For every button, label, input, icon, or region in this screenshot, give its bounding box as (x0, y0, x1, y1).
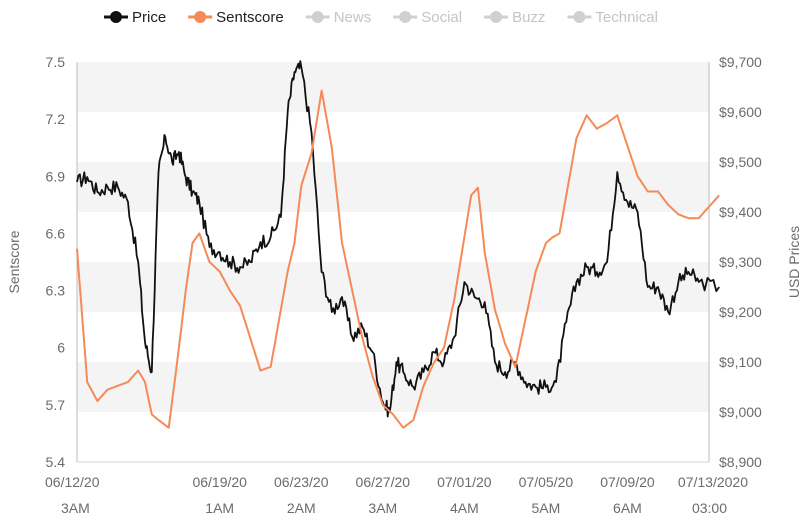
legend-label: Buzz (512, 9, 545, 26)
grid-band (77, 262, 709, 312)
legend-swatch-dot (194, 11, 207, 23)
left-tick-label: 6.3 (46, 283, 66, 299)
x-tick-date: 07/01/20 (437, 474, 492, 490)
legend-item-price[interactable]: Price (104, 9, 166, 26)
legend-label: Technical (595, 9, 658, 26)
x-tick-date: 06/19/20 (192, 474, 247, 490)
legend-item-sentscore[interactable]: Sentscore (188, 9, 284, 26)
x-tick-time: 6AM (613, 500, 642, 516)
series-line-sentscore (76, 89, 720, 429)
left-axis-ticks: 7.5 7.2 6.9 6.6 6.3 6 5.7 5.4 (46, 54, 66, 470)
left-tick-label: 6 (57, 340, 65, 356)
left-axis-title: Sentscore (6, 230, 22, 293)
x-tick-time: 1AM (205, 500, 234, 516)
right-axis-title: USD Prices (786, 226, 802, 298)
right-tick-label: $9,700 (719, 54, 762, 70)
x-tick-time: 4AM (450, 500, 479, 516)
legend-item-social[interactable]: Social (393, 9, 462, 26)
x-axis-ticks: 06/12/20 3AM 06/19/20 1AM 06/23/20 2AM 06/27/2… (45, 474, 748, 516)
x-tick-time: 3AM (368, 500, 397, 516)
legend-swatch-dot (490, 11, 503, 23)
x-tick-time: 5AM (532, 500, 561, 516)
right-tick-label: $9,100 (719, 354, 762, 370)
legend-swatch-dot (399, 11, 412, 23)
right-tick-label: $9,400 (719, 204, 762, 220)
grid-band (77, 62, 709, 112)
x-tick-time: 3AM (61, 500, 90, 516)
left-tick-label: 5.4 (46, 454, 66, 470)
legend-label: Social (421, 9, 462, 26)
legend-swatch-dot (110, 11, 122, 23)
x-tick-time: 2AM (287, 500, 316, 516)
left-tick-label: 6.6 (46, 225, 66, 241)
grid-band (77, 312, 709, 362)
legend-item-news[interactable]: News (305, 9, 372, 26)
right-tick-label: $8,900 (719, 454, 762, 470)
legend-swatch-dot (311, 11, 324, 23)
left-tick-label: 7.5 (46, 54, 66, 70)
x-tick-date: 07/13/2020 (678, 474, 748, 490)
grid-band (77, 212, 709, 262)
left-tick-label: 5.7 (46, 397, 66, 413)
legend-label: News (334, 9, 372, 26)
left-tick-label: 6.9 (46, 168, 66, 184)
grid-band (77, 412, 709, 462)
legend-label: Price (132, 9, 166, 26)
series-lines (76, 60, 720, 429)
right-tick-label: $9,600 (719, 104, 762, 120)
legend-item-buzz[interactable]: Buzz (484, 9, 545, 26)
right-tick-label: $9,500 (719, 154, 762, 170)
grid-band (77, 162, 709, 212)
grid-bands (77, 62, 709, 462)
x-tick-date: 06/12/20 (45, 474, 100, 490)
right-tick-label: $9,200 (719, 304, 762, 320)
right-axis-ticks: $9,700 $9,600 $9,500 $9,400 $9,300 $9,200 $9,1… (719, 54, 762, 470)
x-tick-time: 03:00 (692, 500, 727, 516)
x-tick-date: 07/09/20 (600, 474, 655, 490)
x-tick-date: 07/05/20 (519, 474, 574, 490)
series-line-price (76, 60, 720, 418)
plot-area (76, 60, 720, 463)
x-tick-date: 06/27/20 (356, 474, 411, 490)
grid-band (77, 112, 709, 162)
chart-legend: Price Sentscore News Social Buzz Technical (104, 9, 658, 26)
x-tick-date: 06/23/20 (274, 474, 329, 490)
legend-swatch-dot (573, 11, 586, 23)
left-tick-label: 7.2 (46, 111, 66, 127)
legend-label: Sentscore (216, 9, 284, 26)
legend-item-technical[interactable]: Technical (567, 9, 658, 26)
right-tick-label: $9,300 (719, 254, 762, 270)
right-tick-label: $9,000 (719, 404, 762, 420)
